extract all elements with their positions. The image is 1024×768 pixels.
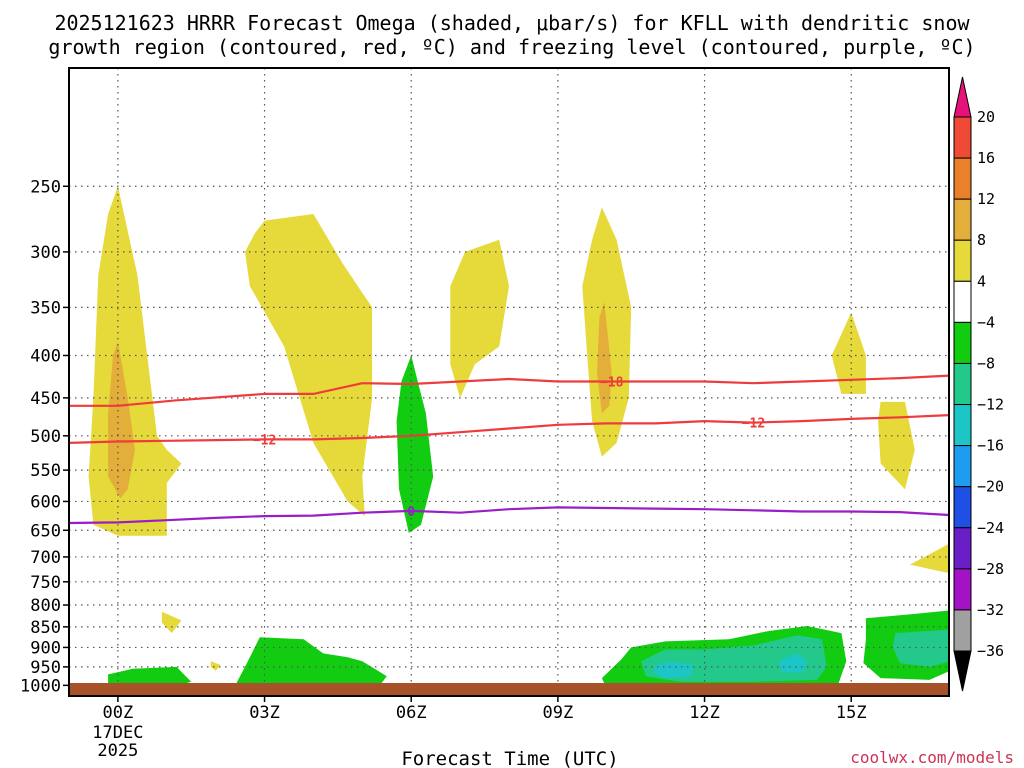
y-tick-label-450: 450 xyxy=(30,389,61,409)
y-tick-label-400: 400 xyxy=(30,346,61,366)
colorbar-band-0 xyxy=(953,116,972,159)
colorbar-label-8: −16 xyxy=(977,437,1004,455)
y-axis-ticks: 2503003504004505005506006507007508008509… xyxy=(20,177,69,696)
colorbar-label-11: −28 xyxy=(977,560,1004,578)
colorbar-band-12 xyxy=(953,609,972,652)
omega-region-yellow-speck-01z xyxy=(161,611,182,634)
omega-region-yellow-plume-07z xyxy=(450,239,509,398)
x-axis-title: Forecast Time (UTC) xyxy=(401,748,618,768)
y-tick-label-600: 600 xyxy=(30,492,61,512)
y-tick-label-300: 300 xyxy=(30,243,61,263)
colorbar-label-9: −20 xyxy=(977,478,1004,496)
colorbar-band-9 xyxy=(953,486,972,529)
chart-title-line-1: 2025121623 HRRR Forecast Omega (shaded, … xyxy=(54,11,970,35)
ground-strip xyxy=(69,683,949,696)
colorbar-band-10 xyxy=(953,527,972,570)
colorbar-bottom-arrow xyxy=(953,650,972,692)
y-tick-label-250: 250 xyxy=(30,177,61,197)
x-tick-label-03Z: 03Z xyxy=(249,703,280,723)
colorbar-band-2 xyxy=(953,198,972,241)
contour-minus18-line xyxy=(69,374,949,407)
colorbar-band-1 xyxy=(953,157,972,200)
y-tick-label-700: 700 xyxy=(30,548,61,568)
x-tick-sublabel-1: 2025 xyxy=(97,741,138,761)
y-tick-label-1000: 1000 xyxy=(20,676,61,696)
colorbar-label-6: −8 xyxy=(977,354,995,372)
x-tick-label-15Z: 15Z xyxy=(836,703,867,723)
y-tick-label-550: 550 xyxy=(30,461,61,481)
colorbar-label-12: −32 xyxy=(977,601,1004,619)
colorbar-label-13: −36 xyxy=(977,642,1004,660)
y-tick-label-900: 900 xyxy=(30,638,61,658)
colorbar-label-10: −24 xyxy=(977,519,1004,537)
credit-text: coolwx.com/models xyxy=(850,748,1014,767)
omega-region-yellow-blob-16z xyxy=(878,401,915,490)
contour-freezing-0-label: 0 xyxy=(407,505,415,520)
omega-region-cyan-core-11z xyxy=(653,661,695,679)
colorbar-label-0: 20 xyxy=(977,108,995,126)
colorbar-label-2: 12 xyxy=(977,190,995,208)
ground-surface xyxy=(69,683,949,696)
colorbar-label-5: −4 xyxy=(977,313,995,331)
colorbar-label-4: 4 xyxy=(977,272,986,290)
colorbar-band-6 xyxy=(953,362,972,406)
colorbar-band-8 xyxy=(953,445,972,488)
x-tick-label-00Z: 00Z xyxy=(103,703,134,723)
chart-title-line-2: growth region (contoured, red, ºC) and f… xyxy=(48,35,975,59)
colorbar-band-4 xyxy=(953,280,972,323)
omega-region-teal-band-16z xyxy=(892,629,949,667)
y-tick-label-750: 750 xyxy=(30,573,61,593)
omega-shading-layer xyxy=(88,186,949,689)
omega-region-orange-core-10z xyxy=(597,302,612,414)
colorbar: 20 16 12 8 4 −4 −8 −12 −16 −20 −24 −28 −32 −36 xyxy=(953,76,1004,692)
colorbar-band-3 xyxy=(953,239,972,282)
omega-region-green-low-03z xyxy=(235,637,387,689)
contour-minus12-label: −12 xyxy=(253,433,276,448)
temperature-contours-layer: −18 −12 −12 0 xyxy=(69,374,949,525)
omega-region-yellow-blob-15z xyxy=(831,312,866,394)
colorbar-label-1: 16 xyxy=(977,149,995,167)
colorbar-label-7: −12 xyxy=(977,396,1004,414)
y-tick-label-850: 850 xyxy=(30,618,61,638)
omega-region-yellow-speck-02z xyxy=(210,661,221,671)
x-tick-label-12Z: 12Z xyxy=(689,703,720,723)
omega-region-cyan-core-14z xyxy=(777,653,808,673)
contour-freezing-0-line xyxy=(69,506,949,525)
y-tick-label-950: 950 xyxy=(30,658,61,678)
contour-minus18-label: −18 xyxy=(600,376,624,391)
omega-region-yellow-plume-03z xyxy=(245,214,373,517)
omega-region-yellow-blob-17z xyxy=(909,543,949,573)
colorbar-band-11 xyxy=(953,568,972,611)
omega-region-orange-core-00z xyxy=(108,341,135,499)
x-tick-sublabel-0: 17DEC xyxy=(92,723,143,743)
y-tick-label-350: 350 xyxy=(30,298,61,318)
plot-frame xyxy=(68,67,950,697)
y-tick-label-800: 800 xyxy=(30,596,61,616)
colorbar-label-3: 8 xyxy=(977,231,986,249)
colorbar-top-arrow xyxy=(953,76,972,118)
colorbar-band-5 xyxy=(953,321,972,364)
y-tick-label-500: 500 xyxy=(30,427,61,447)
colorbar-band-7 xyxy=(953,404,972,447)
x-tick-label-09Z: 09Z xyxy=(543,703,574,723)
contour-minus12-line xyxy=(69,414,949,444)
y-tick-label-650: 650 xyxy=(30,521,61,541)
contour-minus12-label-2: −12 xyxy=(742,417,765,432)
x-tick-label-06Z: 06Z xyxy=(396,703,427,723)
omega-region-green-column-06z xyxy=(396,355,434,533)
